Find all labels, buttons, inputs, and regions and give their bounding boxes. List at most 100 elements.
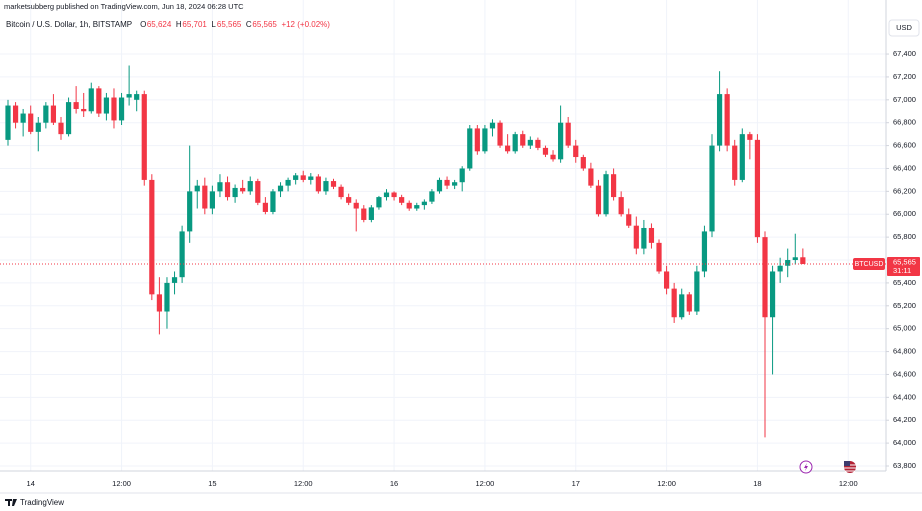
x-tick-label: 12:00	[839, 479, 858, 488]
candle-body	[535, 139, 541, 148]
candle-body	[656, 242, 662, 272]
y-tick-label: 66,200	[893, 186, 916, 195]
candle-body	[497, 122, 503, 146]
currency[interactable]: USD	[896, 23, 912, 32]
candle-body	[399, 197, 405, 203]
candle-body	[626, 214, 632, 226]
candles	[5, 65, 806, 438]
readout-value: 65,701	[182, 20, 207, 29]
candle-body	[421, 201, 427, 206]
candle-body	[383, 192, 390, 198]
candle-body	[323, 181, 329, 192]
candle-body	[65, 102, 72, 135]
y-tick-label: 67,400	[893, 49, 916, 58]
candle-body	[368, 207, 374, 220]
candle-body	[240, 187, 246, 192]
candle-body	[179, 231, 185, 278]
symbol-tag	[853, 258, 885, 271]
candle-body	[391, 192, 397, 198]
candle-body	[141, 94, 147, 180]
candle-body	[701, 231, 708, 272]
candle-body	[520, 134, 526, 146]
y-tick-label: 67,200	[893, 72, 916, 81]
candle-body	[527, 139, 533, 146]
candle-body	[489, 122, 496, 129]
candle-body	[663, 271, 670, 289]
candle-body	[96, 88, 102, 114]
y-tick-label: 66,800	[893, 118, 916, 127]
y-tick-label: 66,000	[893, 209, 916, 218]
candle-body	[482, 128, 488, 152]
candle-body	[12, 105, 19, 123]
candle-body	[505, 145, 511, 152]
candle-body	[224, 182, 231, 198]
candle-body	[134, 94, 140, 100]
candle-body	[28, 113, 34, 132]
candle-body	[769, 271, 776, 318]
candle-body	[35, 122, 41, 132]
footer-brand: TradingView	[20, 498, 64, 507]
candle-body	[686, 294, 692, 312]
candle-body	[777, 265, 783, 272]
candle-body	[58, 122, 64, 135]
candle-body	[118, 97, 125, 121]
candle-body	[202, 185, 208, 209]
candle-body	[43, 105, 49, 123]
candle-body	[739, 134, 745, 180]
candle-body	[149, 179, 155, 295]
candle-body	[792, 257, 798, 261]
candle-body	[315, 176, 321, 192]
footer-logo: TradingView	[5, 498, 64, 507]
candle-body	[194, 185, 200, 192]
candle-body	[346, 197, 352, 203]
candle-body	[255, 181, 261, 203]
candle-body	[611, 174, 617, 198]
y-tick-label: 64,600	[893, 369, 916, 378]
candle-body	[512, 134, 518, 152]
candle-body	[73, 102, 79, 109]
candle-body	[293, 175, 299, 180]
candle-body	[558, 122, 564, 160]
candle-body	[353, 202, 359, 209]
currency-box[interactable]	[888, 19, 920, 37]
x-tick-label: 16	[390, 479, 398, 488]
y-tick-label: 67,000	[893, 95, 916, 104]
candle-body	[20, 113, 26, 123]
readout-key: L	[211, 20, 216, 29]
x-tick-label: 15	[208, 479, 216, 488]
candle-body	[247, 181, 253, 192]
candle-body	[762, 237, 768, 318]
candle-body	[232, 187, 238, 198]
published-line: marketsubberg published on TradingView.c…	[4, 2, 244, 11]
candle-body	[573, 145, 579, 158]
candle-body	[361, 208, 367, 220]
grid	[0, 0, 889, 471]
candle-body	[164, 282, 170, 312]
candle-body	[111, 97, 117, 121]
event-icon-bolt	[804, 463, 808, 471]
readout-key: H	[176, 20, 182, 29]
candle-body	[330, 181, 337, 187]
candle-body	[285, 179, 291, 186]
candle-body	[633, 225, 639, 249]
candle-body	[754, 139, 761, 238]
x-tick-label: 12:00	[657, 479, 676, 488]
y-tick-label: 64,200	[893, 415, 916, 424]
candle-body	[588, 168, 594, 186]
candle-body	[641, 227, 647, 249]
candle-body	[156, 294, 162, 312]
candle-body	[618, 197, 624, 215]
candle-body	[603, 174, 609, 215]
y-tick-label: 65,000	[893, 324, 916, 333]
readout-value: 65,565	[252, 20, 277, 29]
candle-body	[716, 94, 723, 146]
candle-body	[444, 179, 450, 186]
candle-body	[709, 145, 715, 232]
candle-body	[694, 271, 700, 312]
candle-body	[308, 176, 314, 180]
y-tick-label: 65,800	[893, 232, 916, 241]
candle-body	[565, 122, 571, 146]
y-tick-label: 65,200	[893, 301, 916, 310]
candle-body	[459, 168, 465, 183]
